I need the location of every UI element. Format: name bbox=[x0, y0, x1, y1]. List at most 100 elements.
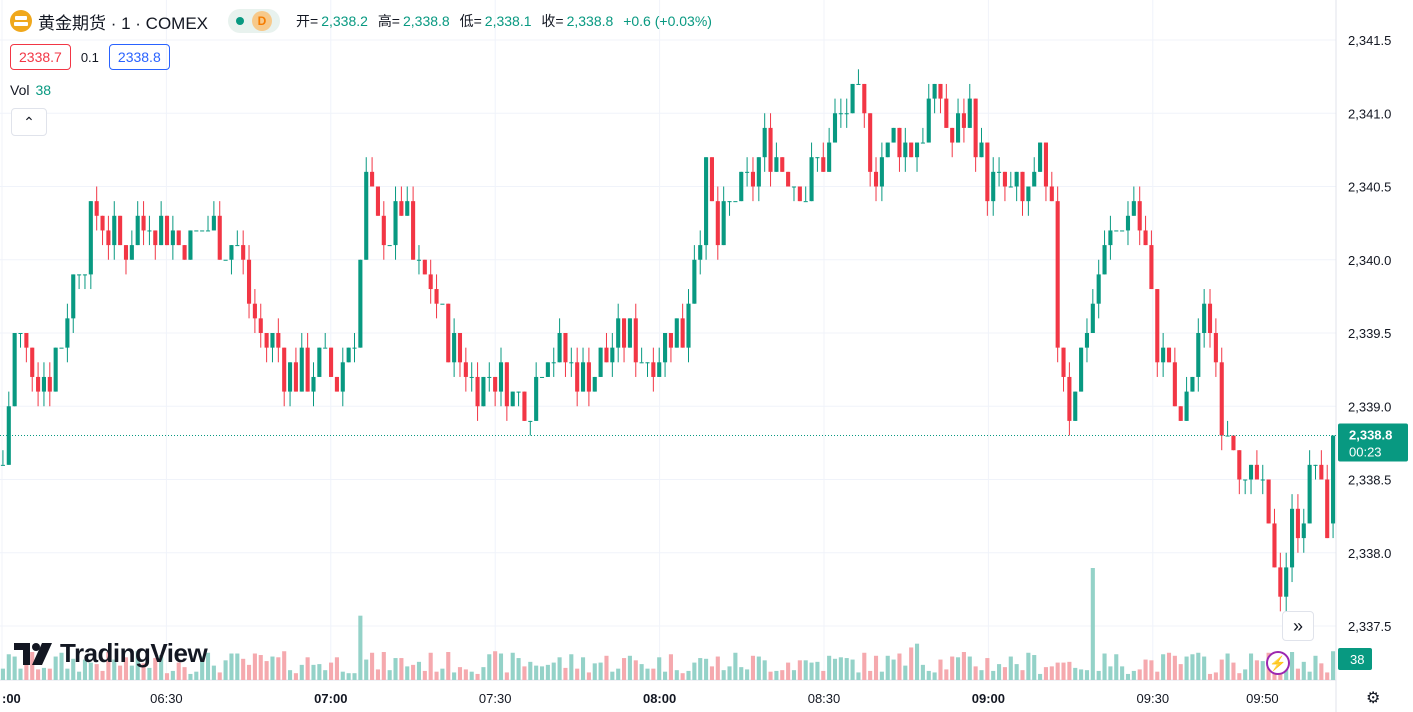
volume-bar bbox=[1149, 660, 1154, 680]
volume-bar bbox=[674, 670, 679, 680]
volume-bar bbox=[399, 658, 404, 680]
candle-body bbox=[956, 113, 961, 143]
volume-bar bbox=[1295, 668, 1300, 680]
volume-bar bbox=[510, 652, 515, 680]
candle-body bbox=[252, 303, 257, 319]
candle-body bbox=[627, 318, 632, 348]
volume-bar bbox=[469, 671, 474, 680]
volume-bar bbox=[411, 664, 416, 680]
ohlc-close: 收= 2,338.8 bbox=[541, 13, 614, 29]
volume-bar bbox=[311, 664, 316, 680]
delayed-data-badge[interactable]: D bbox=[252, 11, 273, 31]
candle-body bbox=[241, 245, 246, 260]
candle-body bbox=[36, 376, 41, 392]
volume-bar bbox=[1231, 662, 1236, 680]
candle-body bbox=[786, 171, 791, 187]
candle-body bbox=[657, 362, 662, 377]
candle-body bbox=[352, 347, 357, 349]
volume-bar bbox=[944, 669, 949, 680]
volume-bar bbox=[1243, 669, 1248, 680]
volume-bar bbox=[698, 658, 703, 680]
candle-body bbox=[311, 376, 316, 392]
candle-body bbox=[862, 83, 867, 114]
volume-bar bbox=[598, 662, 603, 680]
candle-body bbox=[399, 201, 404, 216]
candle-body bbox=[364, 171, 369, 260]
volume-bar bbox=[575, 668, 580, 680]
scroll-to-realtime-button[interactable]: » bbox=[1282, 611, 1314, 641]
candle-body bbox=[563, 333, 568, 363]
volume-bar bbox=[252, 653, 257, 680]
candle-body bbox=[1149, 245, 1154, 290]
candle-body bbox=[891, 127, 896, 143]
volume-bar bbox=[393, 658, 398, 680]
volume-bar bbox=[657, 657, 662, 680]
quote-row: 2338.7 0.1 2338.8 bbox=[10, 44, 170, 70]
candle-body bbox=[680, 318, 685, 348]
lightning-button[interactable]: ⚡ bbox=[1266, 651, 1290, 675]
volume-bar bbox=[932, 672, 937, 680]
price-tick-label: 2,337.5 bbox=[1348, 619, 1391, 634]
volume-bar bbox=[686, 670, 691, 680]
settings-button[interactable]: ⚙ bbox=[1366, 688, 1380, 708]
candle-body bbox=[211, 215, 216, 231]
candle-body bbox=[1125, 215, 1131, 231]
candle-body bbox=[118, 215, 123, 246]
candle-body bbox=[82, 274, 88, 276]
volume-bar bbox=[1290, 652, 1295, 680]
volume-bar bbox=[170, 670, 175, 680]
candle-body bbox=[997, 171, 1002, 173]
bid-price-button[interactable]: 2338.7 bbox=[10, 44, 71, 70]
candle-body bbox=[416, 259, 422, 261]
volume-bar bbox=[1178, 664, 1183, 680]
candle-body bbox=[59, 347, 64, 349]
volume-bar bbox=[288, 670, 293, 680]
candle-body bbox=[457, 333, 463, 363]
volume-bar bbox=[1008, 656, 1013, 680]
volume-bar bbox=[516, 658, 521, 680]
volume-bar bbox=[739, 667, 744, 680]
candle-body bbox=[288, 362, 293, 392]
candle-body bbox=[926, 98, 931, 143]
candle-body bbox=[1114, 230, 1119, 232]
volume-bar bbox=[692, 662, 697, 680]
volume-bar bbox=[235, 653, 240, 680]
symbol-title[interactable]: 黄金期货 · 1 · COMEX bbox=[38, 13, 209, 33]
volume-bar bbox=[77, 671, 82, 680]
volume-bar bbox=[756, 656, 761, 680]
volume-bar bbox=[745, 669, 750, 680]
volume-bar bbox=[997, 664, 1002, 680]
volume-bar bbox=[305, 657, 310, 680]
candle-body bbox=[727, 201, 732, 203]
candle-body bbox=[985, 142, 990, 202]
volume-bar bbox=[135, 651, 140, 680]
volume-bar bbox=[616, 668, 621, 680]
volume-bar bbox=[299, 664, 304, 680]
volume-bar bbox=[950, 656, 955, 680]
volume-bar bbox=[498, 653, 504, 680]
market-open-dot-icon bbox=[236, 17, 245, 25]
volume-bar bbox=[1219, 659, 1224, 680]
candle-body bbox=[123, 245, 129, 260]
time-tick-label: 07:00 bbox=[314, 691, 347, 706]
volume-bar bbox=[750, 655, 756, 680]
volume-bar bbox=[1237, 673, 1242, 680]
volume-bar bbox=[539, 666, 545, 680]
volume-bar bbox=[721, 670, 726, 680]
candle-body bbox=[1184, 391, 1189, 421]
market-status-badge[interactable]: D bbox=[228, 9, 281, 33]
ask-price-button[interactable]: 2338.8 bbox=[108, 44, 170, 70]
time-tick-label: 08:30 bbox=[808, 691, 841, 706]
time-axis: :00 06:30 07:00 07:30 08:00 08:30 09:00 09:30 09… bbox=[2, 691, 1279, 706]
tradingview-logo[interactable]: TradingView bbox=[14, 638, 208, 669]
candle-body bbox=[1172, 362, 1177, 407]
volume-bar bbox=[200, 656, 205, 680]
volume-bar bbox=[106, 652, 111, 680]
candle-body bbox=[797, 186, 802, 202]
candle-body bbox=[106, 230, 111, 246]
volume-bar bbox=[1120, 666, 1125, 680]
collapse-legend-button[interactable]: ⌃ bbox=[11, 108, 47, 136]
candle-body bbox=[639, 362, 644, 364]
candle-body bbox=[194, 230, 199, 232]
